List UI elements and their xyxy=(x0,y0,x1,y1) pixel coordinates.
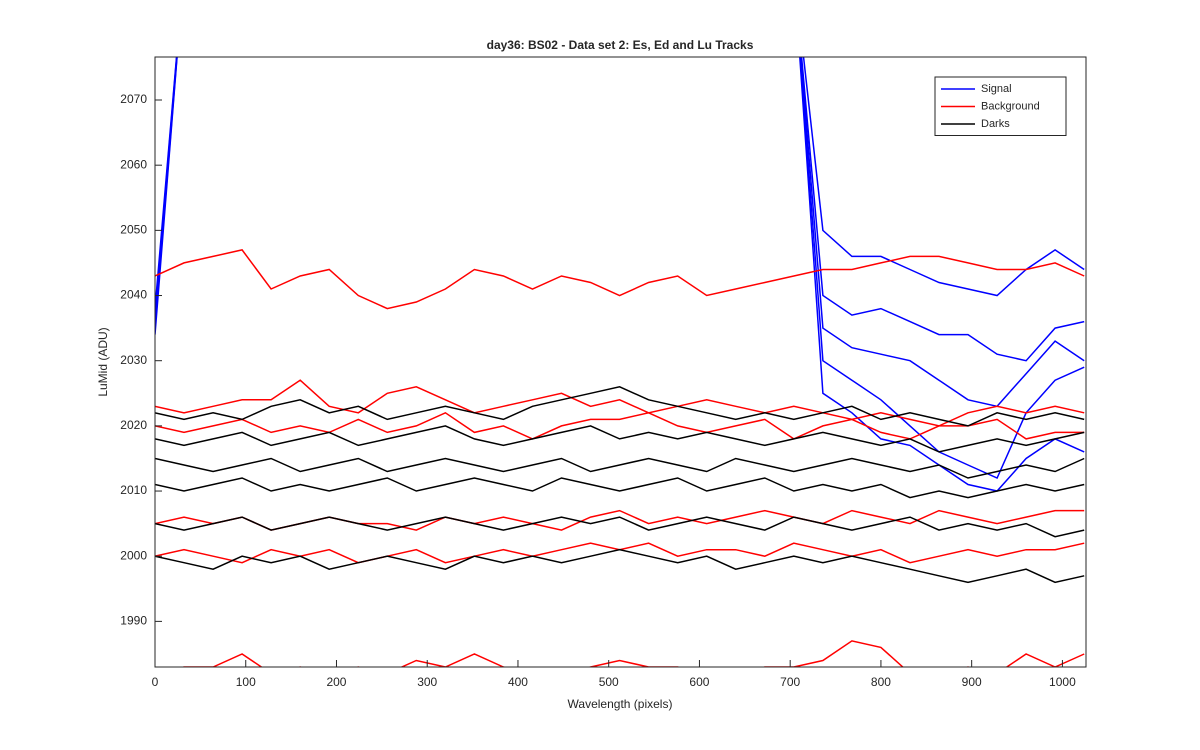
data-line xyxy=(155,249,1085,310)
data-line xyxy=(155,379,1085,427)
x-tick-label: 100 xyxy=(236,675,256,689)
data-line xyxy=(155,548,1085,584)
chart-title: day36: BS02 - Data set 2: Es, Ed and Lu … xyxy=(487,38,754,52)
data-line xyxy=(155,57,1085,362)
x-tick-label: 300 xyxy=(417,675,437,689)
y-tick-label: 2020 xyxy=(120,418,147,432)
y-tick-label: 2040 xyxy=(120,288,147,302)
legend-label: Darks xyxy=(981,118,1010,130)
y-tick-label: 2030 xyxy=(120,353,147,367)
x-tick-label: 500 xyxy=(599,675,619,689)
data-line xyxy=(155,516,1085,538)
y-tick-label: 2010 xyxy=(120,483,147,497)
data-line xyxy=(155,425,1085,453)
x-tick-label: 800 xyxy=(871,675,891,689)
lines-layer xyxy=(155,57,1085,667)
axes-box xyxy=(154,56,1087,668)
data-line xyxy=(155,457,1085,479)
legend-label: Background xyxy=(981,100,1040,112)
legend: Signal Background Darks xyxy=(934,76,1067,136)
y-tick-label: 2000 xyxy=(120,548,147,562)
x-axis-label: Wavelength (pixels) xyxy=(568,697,673,711)
y-tick-label: 1990 xyxy=(120,614,147,628)
x-tick-label: 900 xyxy=(962,675,982,689)
y-axis-label: LuMid (ADU) xyxy=(96,327,110,396)
x-tick-label: 0 xyxy=(152,675,159,689)
y-tick-label: 2070 xyxy=(120,92,147,106)
data-line xyxy=(155,57,1085,479)
x-tick-label: 700 xyxy=(780,675,800,689)
legend-label: Signal xyxy=(981,83,1012,95)
plot-area xyxy=(155,57,1086,667)
x-tick-label: 1000 xyxy=(1049,675,1076,689)
x-tick-label: 200 xyxy=(326,675,346,689)
data-line xyxy=(155,57,1085,492)
x-tick-label: 600 xyxy=(689,675,709,689)
data-line xyxy=(155,57,1085,309)
x-tick-label: 400 xyxy=(508,675,528,689)
y-tick-label: 2060 xyxy=(120,157,147,171)
y-tick-label: 2050 xyxy=(120,223,147,237)
data-line xyxy=(155,477,1085,499)
data-line xyxy=(155,386,1085,427)
data-line xyxy=(155,411,1085,440)
data-line xyxy=(155,57,1085,408)
data-line xyxy=(180,640,1085,667)
